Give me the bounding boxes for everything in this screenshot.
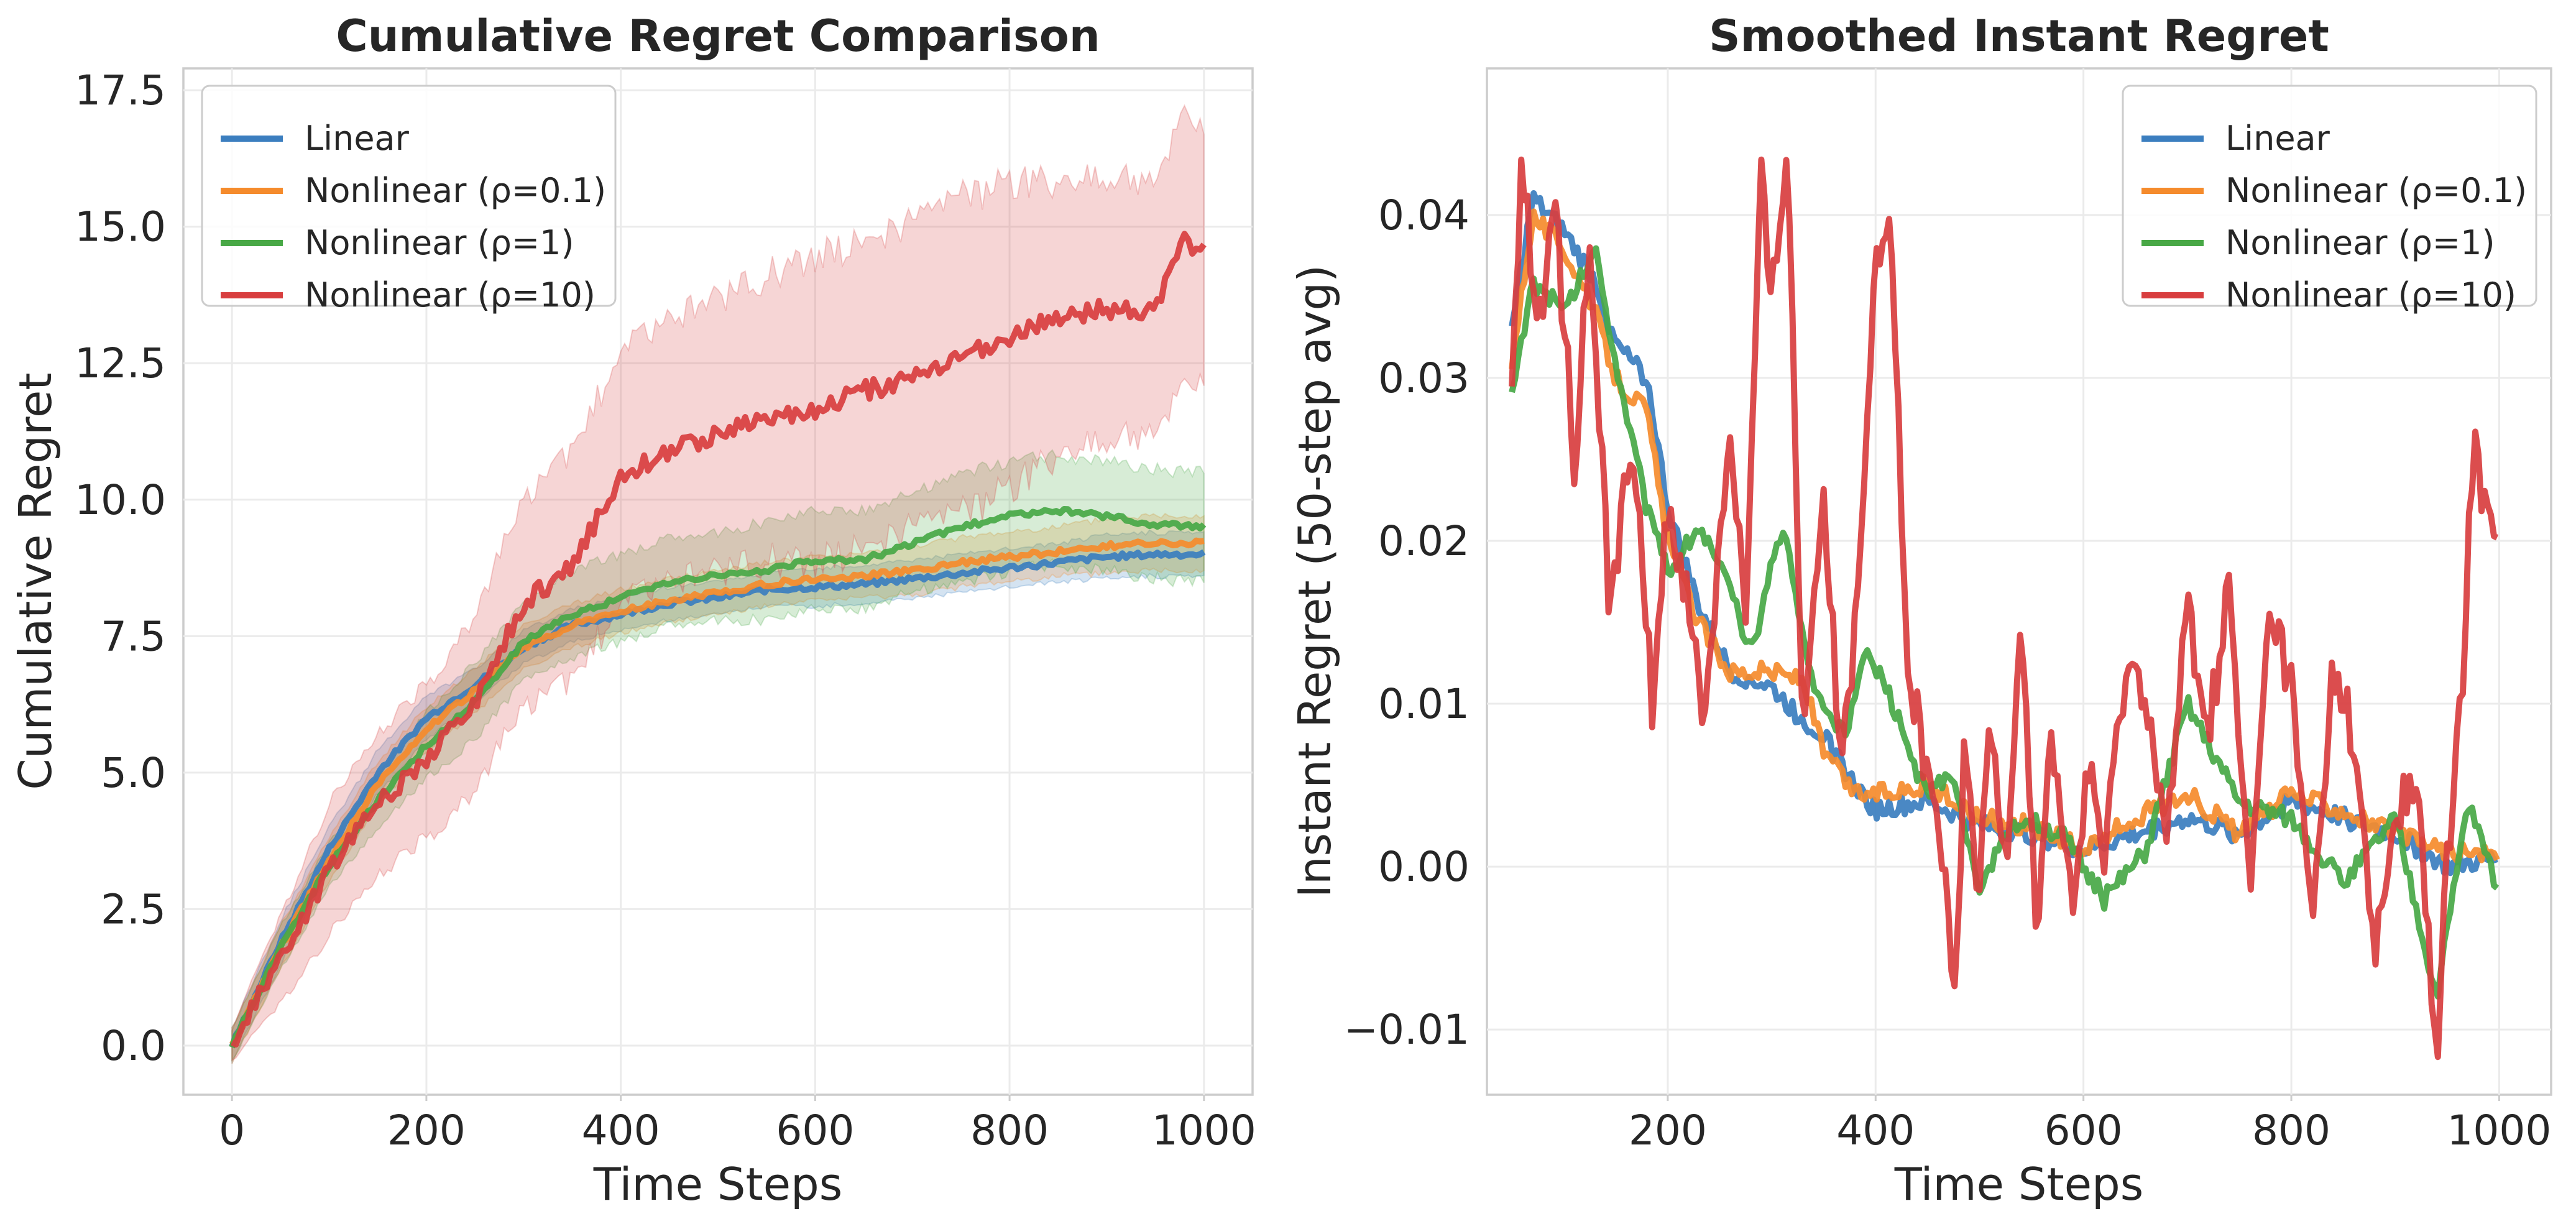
x-tick-label: 800 bbox=[970, 1107, 1049, 1154]
series-line-linear bbox=[229, 549, 1206, 1048]
x-tick-label: 400 bbox=[1836, 1107, 1915, 1154]
left-x-axis-label: Time Steps bbox=[593, 1158, 843, 1210]
band-rho01 bbox=[231, 512, 1205, 1064]
left-legend: Linear Nonlinear (ρ=0.1) Nonlinear (ρ=1) No… bbox=[201, 85, 617, 315]
legend-label-rho10: Nonlinear (ρ=10) bbox=[305, 275, 596, 315]
y-tick-label: 7.5 bbox=[101, 612, 166, 660]
x-tick-label: 1000 bbox=[1152, 1107, 1256, 1154]
legend-label-rho01: Nonlinear (ρ=0.1) bbox=[2225, 171, 2527, 210]
y-tick-label: 0.03 bbox=[1378, 354, 1470, 402]
left-plot-frame bbox=[182, 67, 1254, 1096]
y-tick-label: 15.0 bbox=[75, 203, 166, 251]
legend-label-rho10: Nonlinear (ρ=10) bbox=[2225, 275, 2516, 315]
right-y-ticks: −0.01 0.00 0.01 0.02 0.03 0.04 bbox=[1344, 191, 1470, 1054]
right-x-ticks: 200 400 600 800 1000 bbox=[1629, 1095, 2551, 1154]
y-tick-label: 10.0 bbox=[75, 476, 166, 524]
right-x-axis-label: Time Steps bbox=[1894, 1158, 2144, 1210]
legend-label-linear: Linear bbox=[2225, 119, 2330, 158]
left-legend-box bbox=[201, 85, 617, 307]
left-y-axis-label: Cumulative Regret bbox=[9, 372, 62, 789]
x-tick-label: 0 bbox=[219, 1107, 245, 1154]
left-series-lines bbox=[229, 231, 1207, 1049]
legend-label-rho1: Nonlinear (ρ=1) bbox=[2225, 223, 2495, 262]
y-tick-label: 0.02 bbox=[1378, 517, 1470, 565]
series-line-rho10 bbox=[230, 231, 1207, 1048]
y-tick-label: 0.01 bbox=[1378, 680, 1470, 728]
legend-label-rho1: Nonlinear (ρ=1) bbox=[305, 223, 574, 262]
y-tick-label: 5.0 bbox=[101, 749, 166, 797]
right-y-axis-label: Instant Regret (50-step avg) bbox=[1289, 265, 1341, 898]
left-x-ticks: 0 200 400 600 800 1000 bbox=[219, 1095, 1256, 1154]
right-series-lines bbox=[1509, 156, 2500, 1061]
x-tick-label: 400 bbox=[582, 1107, 660, 1154]
x-tick-label: 200 bbox=[387, 1107, 466, 1154]
series-line-rho1 bbox=[229, 506, 1207, 1049]
right-legend-box bbox=[2122, 85, 2537, 307]
x-tick-label: 200 bbox=[1629, 1107, 1707, 1154]
cumulative-regret-panel: 0 200 400 600 800 1000 0.0 2.5 5.0 7.5 10.0 12.5 15… bbox=[9, 11, 1256, 1210]
y-tick-label: 0.00 bbox=[1378, 843, 1470, 891]
x-tick-label: 800 bbox=[2252, 1107, 2330, 1154]
legend-label-linear: Linear bbox=[305, 119, 410, 158]
x-tick-label: 1000 bbox=[2447, 1107, 2551, 1154]
series-line-rho01 bbox=[229, 537, 1205, 1046]
y-tick-label: 12.5 bbox=[75, 339, 166, 387]
y-tick-label: 2.5 bbox=[101, 885, 166, 933]
y-tick-label: 0.04 bbox=[1378, 191, 1470, 239]
right-legend: Linear Nonlinear (ρ=0.1) Nonlinear (ρ=1) No… bbox=[2122, 85, 2537, 315]
x-tick-label: 600 bbox=[2045, 1107, 2123, 1154]
instant-regret-panel: 200 400 600 800 1000 −0.01 0.00 0.01 0.02 0.03 0.… bbox=[1289, 11, 2552, 1210]
legend-label-rho01: Nonlinear (ρ=0.1) bbox=[305, 171, 606, 210]
band-linear bbox=[231, 529, 1205, 1064]
right-chart-title: Smoothed Instant Regret bbox=[1709, 11, 2329, 62]
band-rho10 bbox=[231, 104, 1205, 1062]
series-line-rho10 bbox=[1509, 156, 2499, 1061]
y-tick-label: 17.5 bbox=[75, 67, 166, 114]
left-chart-title: Cumulative Regret Comparison bbox=[336, 11, 1100, 62]
x-tick-label: 600 bbox=[776, 1107, 854, 1154]
y-tick-label: 0.0 bbox=[101, 1022, 166, 1070]
right-plot-frame bbox=[1486, 67, 2552, 1096]
left-y-ticks: 0.0 2.5 5.0 7.5 10.0 12.5 15.0 17.5 bbox=[75, 67, 166, 1070]
y-tick-label: −0.01 bbox=[1344, 1006, 1470, 1054]
